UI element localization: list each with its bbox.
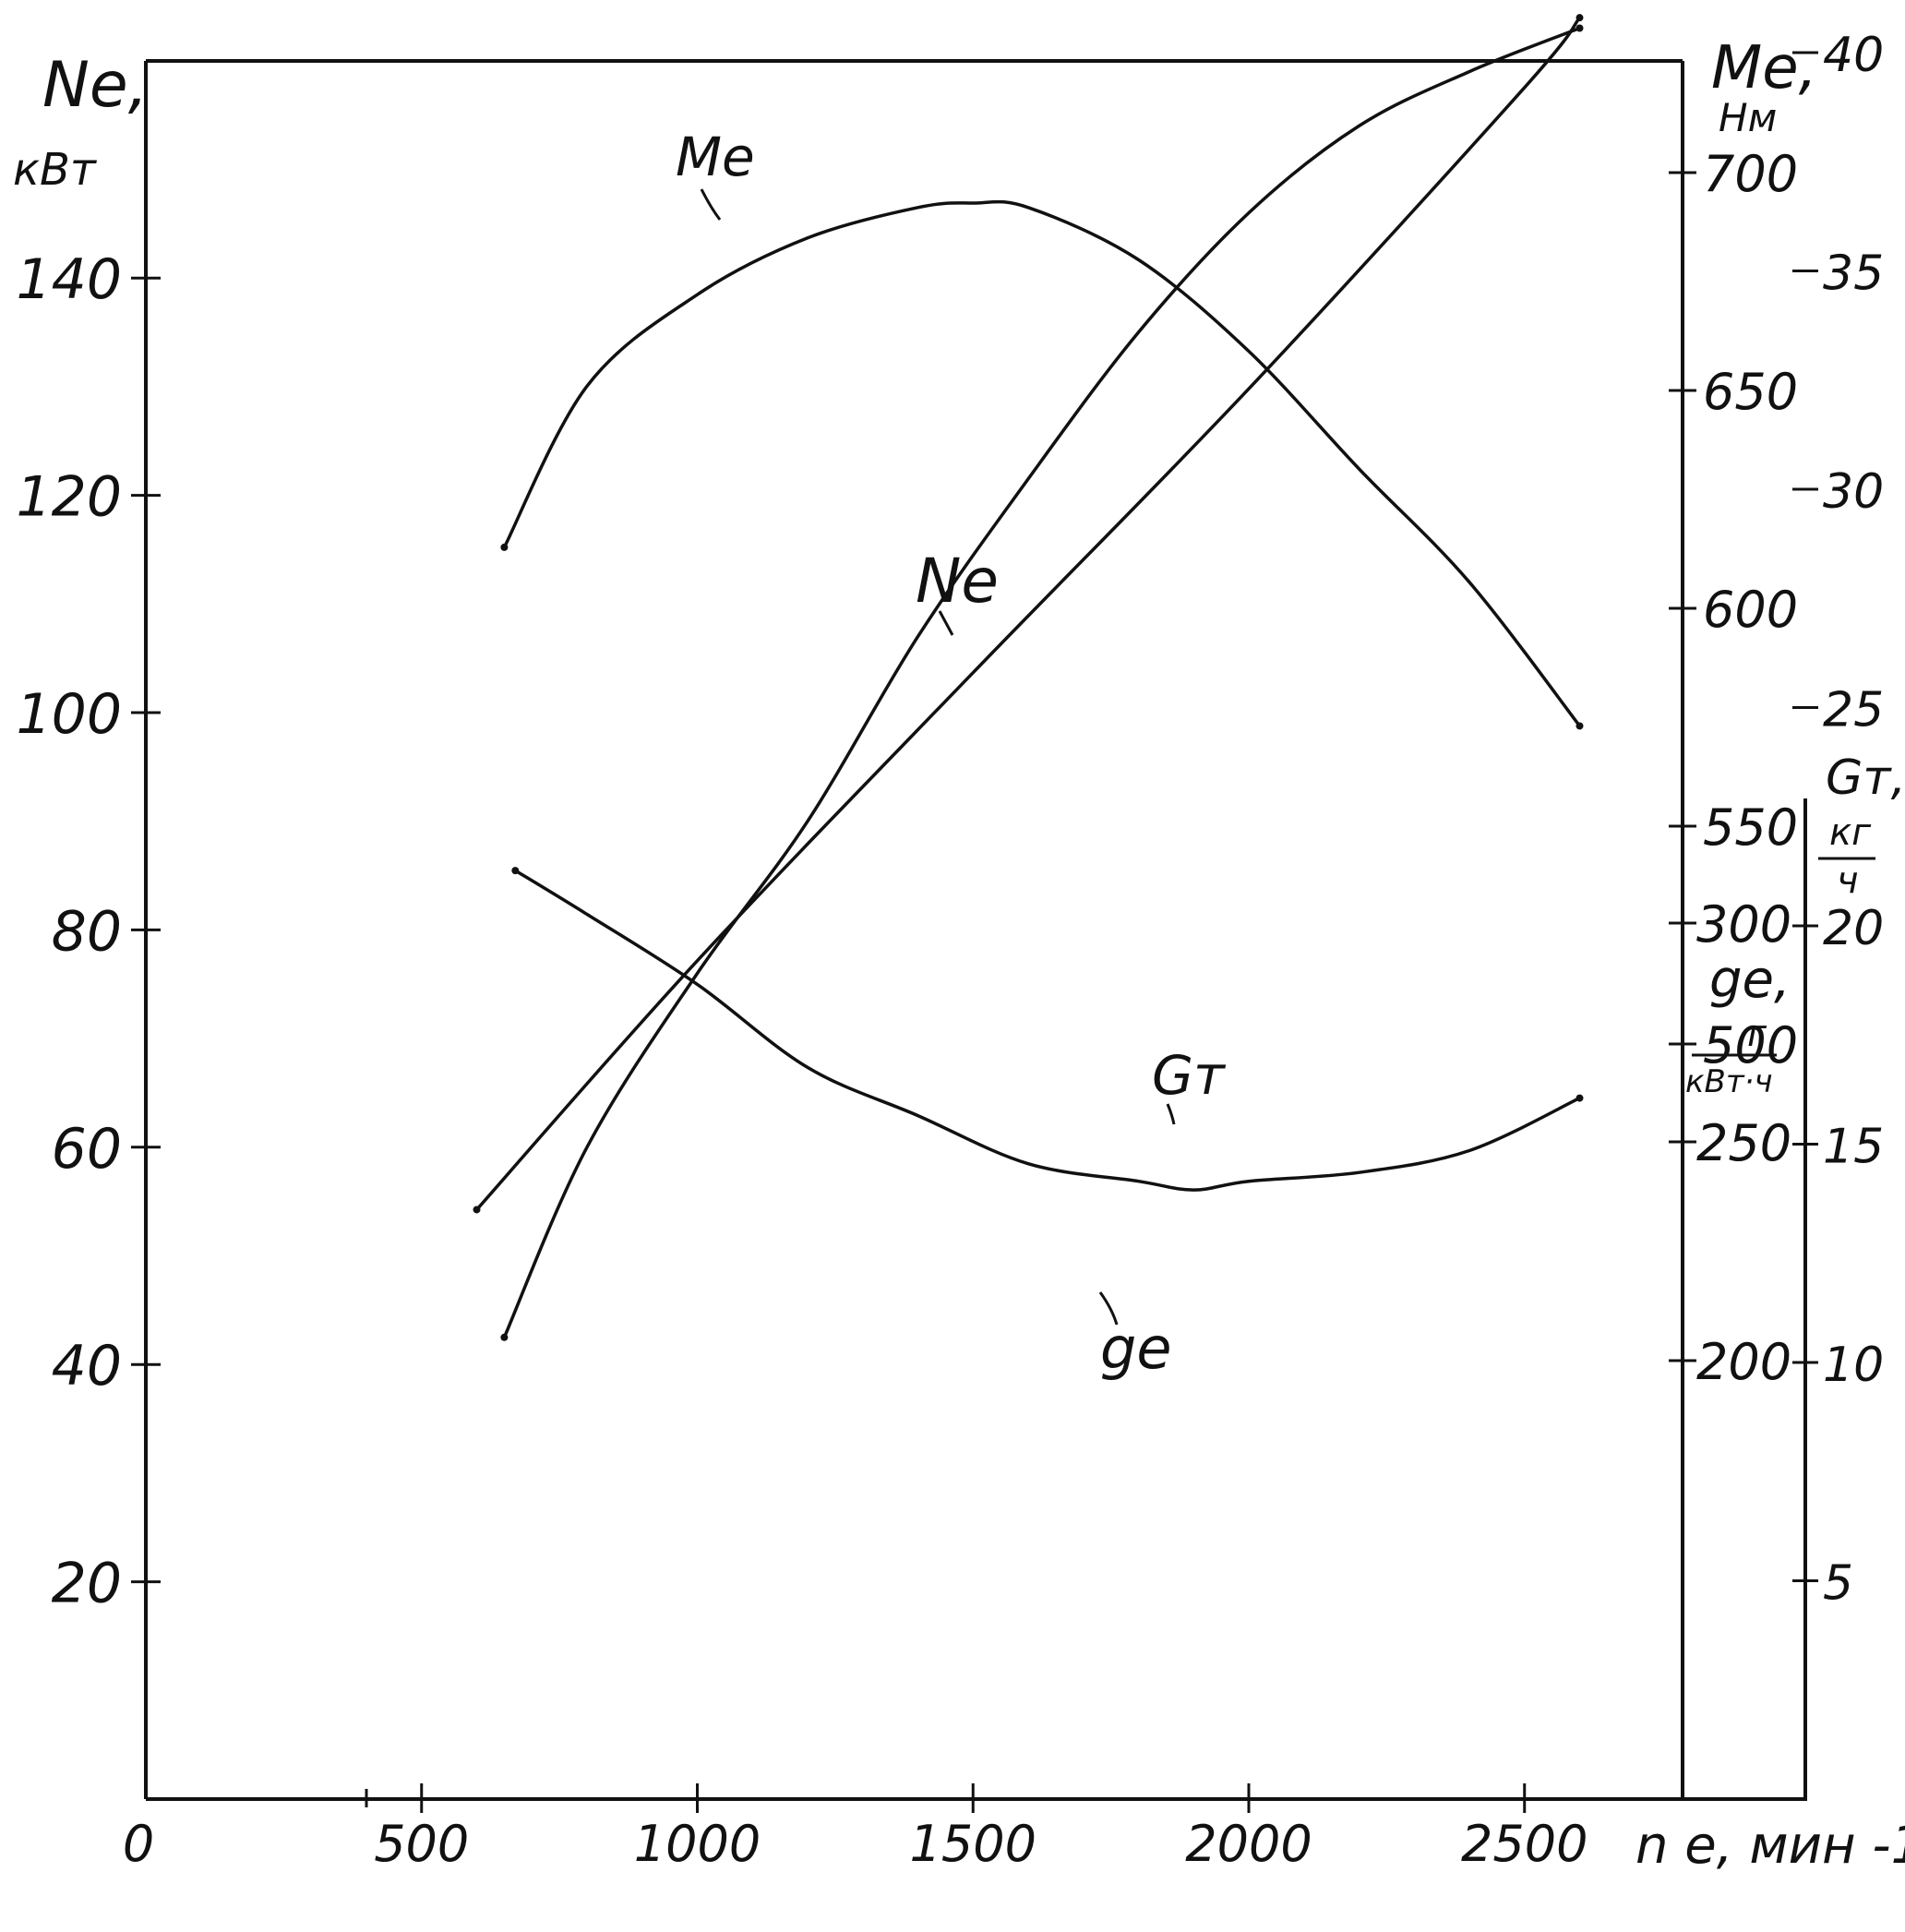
ge-tick-label: 250	[1696, 1114, 1791, 1172]
me-tick-label: 550	[1703, 798, 1798, 857]
gt-tick-label: 15	[1823, 1120, 1884, 1175]
series-endpoint-ne	[1576, 24, 1584, 32]
ne-tick-label: 100	[16, 682, 122, 747]
me-tick-label: 600	[1703, 581, 1798, 639]
axes-frame	[144, 59, 1807, 1801]
x-tick-label: 2500	[1461, 1815, 1588, 1873]
gt-axis-label: Gт,	[1826, 750, 1905, 806]
series-line-ne	[502, 26, 1582, 1339]
gt-axis-unit-numerator: кг	[1829, 811, 1872, 854]
ne-tick-label: 60	[52, 1117, 122, 1182]
ne-tick-label: 120	[16, 465, 122, 530]
series-endpoint-ge	[511, 867, 520, 875]
series-line-me	[502, 199, 1582, 728]
series-endpoint-gт	[473, 1206, 481, 1214]
me-tick-label: 500	[1703, 1016, 1798, 1074]
ne-tick-label: 140	[16, 247, 122, 312]
series-label-me: Me	[676, 126, 755, 188]
ne-tick-label: 80	[52, 899, 122, 964]
series-label-gt: Gт	[1152, 1044, 1227, 1107]
series-labels: Me Ne Gт ge	[676, 126, 1227, 1382]
ne-axis-unit: кВт	[13, 144, 98, 196]
me-axis-unit: Нм	[1719, 95, 1777, 140]
series-label-ne-leader	[938, 610, 954, 636]
x-tick-label: 1000	[634, 1815, 761, 1873]
series-label-ge-leader	[1098, 1291, 1119, 1326]
series-endpoint-ge	[1576, 1094, 1584, 1102]
gt-axis-unit-denominator: ч	[1837, 859, 1859, 902]
gt-tick-label: 10	[1823, 1338, 1884, 1393]
series-endpoint-me	[1576, 722, 1584, 730]
gt-tick-label: 5	[1823, 1556, 1853, 1612]
series-label-ne: Ne	[916, 546, 999, 617]
x-tick-label: 0	[123, 1815, 154, 1873]
me-axis-label: Me,	[1711, 34, 1817, 102]
gt-tick-label: 20	[1823, 901, 1884, 956]
series-label-gt-leader	[1166, 1103, 1176, 1125]
series-label-ge: ge	[1100, 1314, 1172, 1382]
gt-tick-label: 30	[1823, 464, 1884, 520]
series-endpoint-gт	[1576, 14, 1584, 22]
axis-ticks	[131, 51, 1818, 1813]
x-tick-label: 500	[374, 1815, 469, 1873]
ge-tick-label: 200	[1696, 1333, 1791, 1391]
x-tick-label: 1500	[910, 1815, 1036, 1873]
x-tick-label: 2000	[1185, 1815, 1312, 1873]
ge-axis-unit-denominator: кВт·ч	[1685, 1063, 1773, 1100]
me-tick-label: 700	[1703, 145, 1798, 203]
axis-tick-labels: 0 500 1000 1500 2000 2500 20 40 60 80 100 120 140 500…	[16, 28, 1884, 1873]
ne-tick-label: 20	[52, 1552, 122, 1616]
gt-tick-label: 25	[1823, 683, 1884, 738]
ge-axis-label: ge,	[1709, 950, 1791, 1010]
data-series	[473, 14, 1584, 1341]
axis-titles: n e, мин -1 Ne, кВт Me, Нм ge, г кВт·ч G…	[13, 34, 1905, 1876]
series-line-gт	[474, 16, 1582, 1212]
ne-tick-label: 40	[52, 1334, 122, 1398]
series-endpoint-me	[500, 543, 509, 551]
gt-tick-label: 35	[1823, 246, 1884, 302]
me-tick-label: 650	[1703, 363, 1798, 421]
x-axis-label: n e, мин -1	[1635, 1816, 1905, 1876]
gt-tick-label: 40	[1823, 28, 1884, 83]
ge-tick-label: 300	[1696, 895, 1791, 954]
series-label-me-leader	[700, 188, 722, 221]
ne-axis-label: Ne,	[42, 49, 148, 122]
series-endpoint-ne	[500, 1333, 509, 1341]
series-line-ge	[513, 869, 1582, 1192]
ge-axis-unit-numerator: г	[1747, 1013, 1767, 1055]
